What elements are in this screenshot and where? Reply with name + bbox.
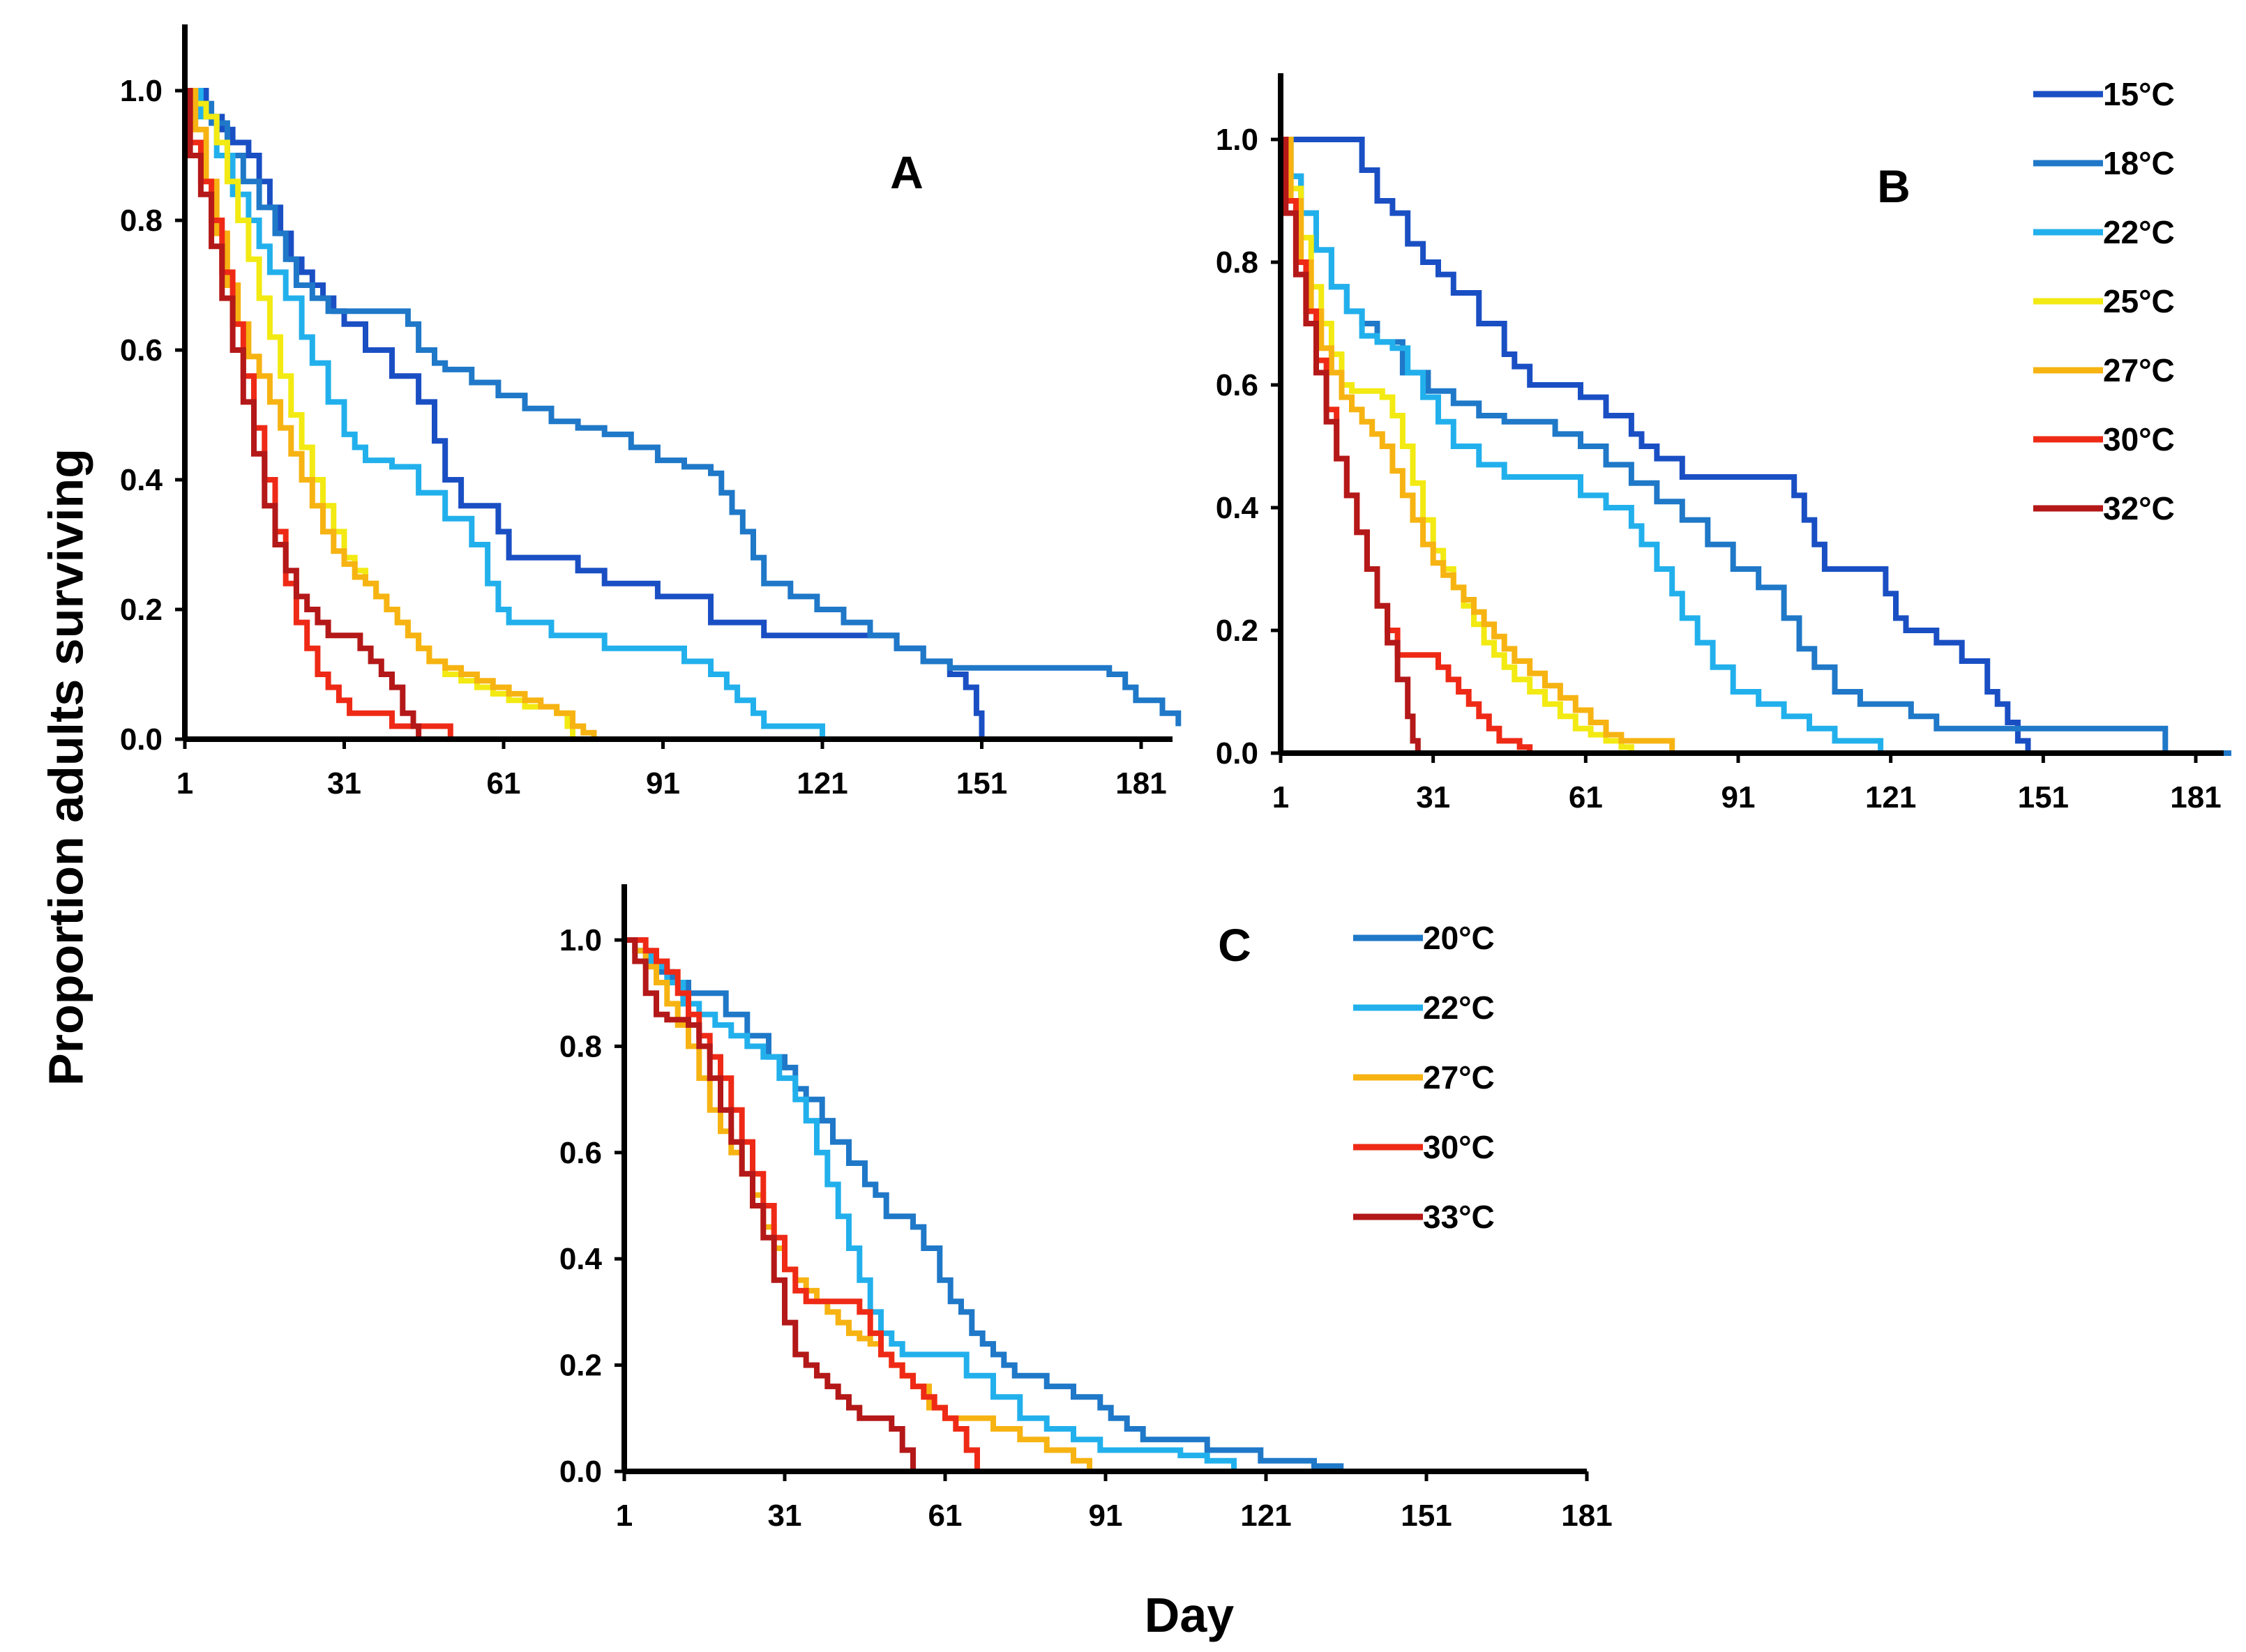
series-line-c-30c <box>624 937 980 1471</box>
x-tick-label: 181 <box>2170 780 2221 814</box>
legend-label: 22°C <box>2103 214 2175 250</box>
legend-label: 22°C <box>1423 990 1495 1026</box>
series-line-c-22c <box>624 937 1237 1471</box>
y-tick-label: 0.0 <box>120 722 163 757</box>
series-line-b-27c <box>1281 137 1675 753</box>
legend: 20°C 22°C 27°C 30°C 33°C <box>1353 920 1495 1235</box>
series-line-b-32c <box>1281 137 1421 753</box>
legend-label: 18°C <box>2103 145 2175 181</box>
x-tick-label: 151 <box>1401 1499 1452 1533</box>
legend-label: 25°C <box>2103 283 2175 319</box>
x-tick-label: 31 <box>1416 780 1450 814</box>
series-line-a-25c <box>185 88 575 739</box>
x-tick-label: 121 <box>1865 780 1916 814</box>
series-line-a-27c <box>185 88 597 739</box>
x-tick-label: 31 <box>327 766 361 801</box>
x-tick-label: 1 <box>1272 780 1289 814</box>
series-line-c-33c <box>624 937 916 1471</box>
panel-letter: C <box>1218 919 1251 971</box>
panels: 1 31 61 91 121 151 181 0.0 0.2 0.4 0.6 0.8 1.0 A 1 31 61… <box>120 24 2231 1533</box>
y-tick-label: 0.6 <box>559 1136 602 1170</box>
x-tick-label: 61 <box>1569 780 1603 814</box>
series-line-c-27c <box>624 937 1092 1471</box>
x-tick-label: 151 <box>956 766 1007 801</box>
series-line-b-22c <box>1281 137 1884 753</box>
y-axis-title: Proportion adults surviving <box>38 448 93 1086</box>
y-tick-label: 0.8 <box>1216 245 1258 280</box>
legend-label: 30°C <box>2103 421 2175 457</box>
x-tick-label: 91 <box>1089 1499 1123 1533</box>
y-tick-label: 0.2 <box>120 593 163 627</box>
y-tick-label: 0.2 <box>1216 614 1258 648</box>
y-tick-label: 0.6 <box>120 333 163 367</box>
legend-label: 27°C <box>2103 352 2175 388</box>
panel-letter: A <box>890 146 924 198</box>
y-tick-label: 0.4 <box>120 463 163 497</box>
x-tick-label: 91 <box>1721 780 1756 814</box>
x-axis-title: Day <box>1145 1588 1234 1642</box>
x-tick-label: 121 <box>1240 1499 1291 1533</box>
x-tick-label: 91 <box>646 766 680 801</box>
y-tick-label: 1.0 <box>559 923 602 957</box>
x-tick-label: 181 <box>1115 766 1166 801</box>
x-tick-label: 181 <box>1561 1499 1612 1533</box>
legend-label: 32°C <box>2103 490 2175 526</box>
x-tick-label: 61 <box>487 766 521 801</box>
series-line-a-22c <box>185 88 825 739</box>
x-tick-label: 1 <box>176 766 193 801</box>
series-line-c-20c <box>624 937 1344 1471</box>
x-tick-label: 1 <box>616 1499 633 1533</box>
y-tick-label: 1.0 <box>120 74 163 108</box>
panel-a: 1 31 61 91 121 151 181 0.0 0.2 0.4 0.6 0.8 1.0 A <box>120 24 1182 801</box>
x-tick-label: 31 <box>768 1499 802 1533</box>
y-tick-label: 0.0 <box>1216 736 1258 771</box>
y-tick-label: 0.4 <box>1216 491 1259 525</box>
x-tick-label: 121 <box>797 766 847 801</box>
panel-letter: B <box>1877 160 1910 212</box>
legend-label: 27°C <box>1423 1059 1495 1096</box>
series-line-a-18c <box>185 88 1182 727</box>
legend-label: 30°C <box>1423 1129 1495 1165</box>
y-tick-label: 0.6 <box>1216 368 1258 402</box>
legend-label: 33°C <box>1423 1199 1495 1235</box>
x-tick-label: 151 <box>2018 780 2069 814</box>
y-tick-label: 0.8 <box>559 1029 602 1063</box>
y-tick-label: 0.8 <box>120 204 163 238</box>
series-line-b-15c <box>1281 137 2049 756</box>
x-tick-label: 61 <box>928 1499 963 1533</box>
panel-b: 1 31 61 91 121 151 1810.00.20.40.60.81.0B15°C1… <box>1216 73 2231 814</box>
y-tick-label: 1.0 <box>1216 123 1258 157</box>
series-line-a-30c <box>185 88 453 739</box>
y-tick-label: 0.4 <box>559 1242 603 1276</box>
legend: 15°C 18°C 22°C 25°C 27°C 30°C 32°C <box>2033 76 2175 526</box>
y-tick-label: 0.2 <box>559 1349 602 1383</box>
series-line-a-32c <box>185 88 422 739</box>
y-tick-label: 0.0 <box>559 1455 602 1489</box>
legend-label: 20°C <box>1423 920 1495 956</box>
legend-label: 15°C <box>2103 76 2175 112</box>
